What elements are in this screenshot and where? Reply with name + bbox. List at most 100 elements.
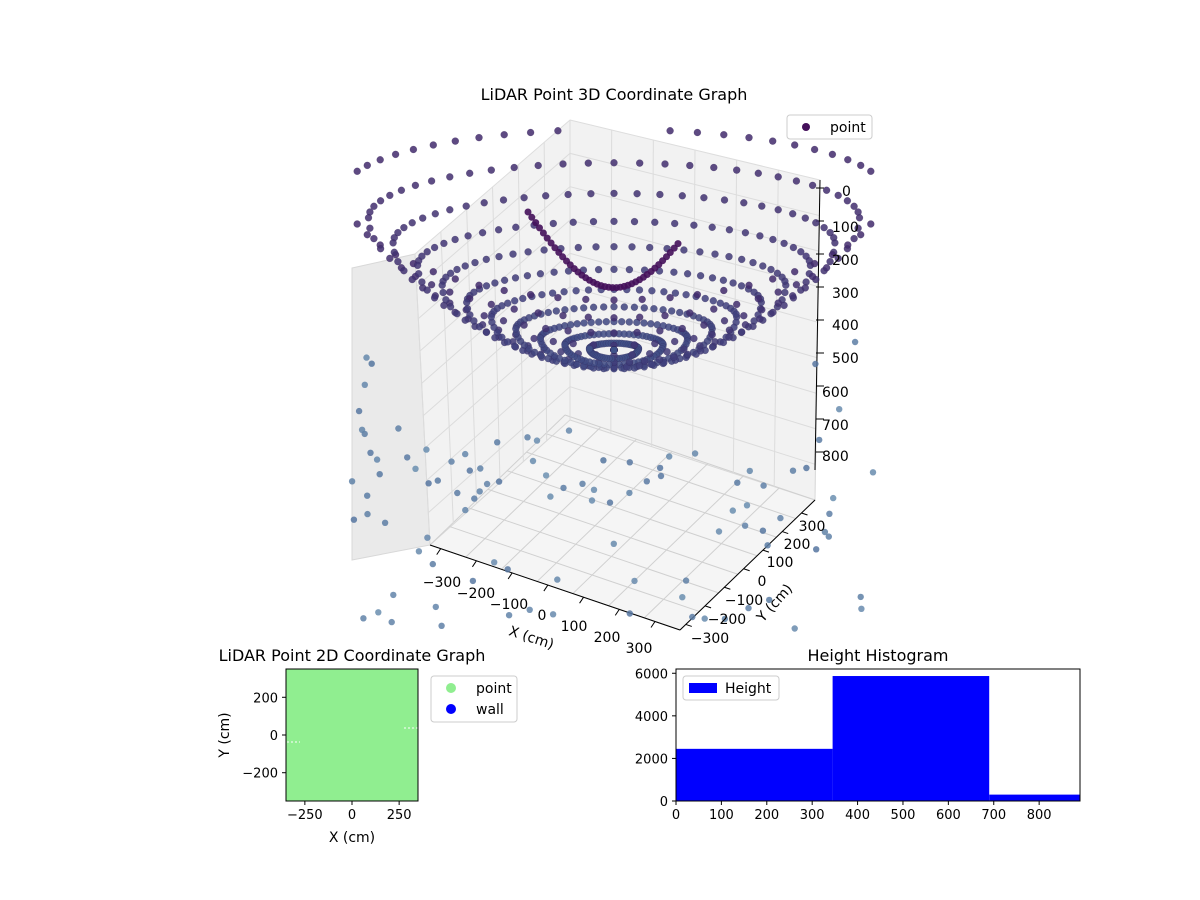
scatter-3d-point (610, 296, 618, 304)
scatter-3d-point (454, 489, 461, 497)
scatter-3d-point (526, 128, 535, 137)
scatter-3d-point (482, 255, 491, 264)
scatter-3d-point (635, 159, 644, 167)
scatter-3d-point (734, 479, 741, 486)
y-tick-3d: −100 (725, 593, 763, 609)
scatter-3d-point (505, 612, 513, 619)
scatter-3d-point (850, 234, 858, 243)
scatter-3d-point (425, 480, 432, 487)
scatter-3d-point (630, 303, 639, 312)
scatter-3d-point (574, 243, 583, 252)
scatter-3d-point (829, 233, 838, 242)
scatter-3d-point (725, 252, 733, 261)
scatter-3d-point (801, 284, 810, 292)
scatter-3d-point (867, 167, 875, 176)
scatter-3d-point (851, 338, 859, 346)
scatter-3d-point (584, 313, 593, 321)
scatter-3d-point (732, 310, 740, 318)
scatter-3d-point (737, 328, 746, 336)
scatter-3d-point (741, 522, 749, 529)
scatter-3d-point (754, 294, 763, 303)
scatter-3d-point (826, 257, 834, 266)
y-tick-label-2d: −200 (242, 767, 278, 782)
grid-3d-line (414, 253, 431, 546)
scatter-3d-point (774, 206, 782, 214)
scatter-3d-point (559, 311, 567, 320)
scatter-3d-point (408, 219, 416, 227)
legend-hist: Height (682, 675, 780, 701)
scatter-3d-point (679, 594, 686, 601)
scatter-3d-point (390, 248, 399, 257)
legend-3d-label: point (830, 120, 866, 136)
z-tick-3d: 800 (822, 449, 849, 465)
scatter-3d-point (740, 199, 748, 207)
scatter-3d-point (820, 223, 828, 232)
x-tick-mark-3d (650, 621, 656, 628)
legend-3d-frame (786, 114, 873, 140)
scatter-3d-point (822, 186, 831, 195)
scatter-3d-point (537, 351, 545, 360)
histogram-bars (676, 676, 1080, 801)
scatter-3d-point (803, 464, 810, 472)
scatter-3d-point (564, 190, 572, 199)
scatter-3d-point (388, 618, 395, 626)
scatter-3d-point (854, 208, 862, 216)
z-axis-3d-line (814, 179, 821, 471)
scatter-3d-point (529, 457, 537, 465)
scatter-3d-point (418, 278, 426, 286)
scatter-3d-point (720, 286, 728, 295)
z-tick-3d: 300 (832, 286, 859, 302)
scatter-3d-point (376, 197, 385, 205)
scatter-3d-point (645, 349, 654, 358)
scatter-3d-point (767, 265, 775, 274)
scatter-3d-point (534, 161, 542, 170)
scatter-3d-point (462, 450, 469, 458)
scatter-3d-point (462, 506, 469, 514)
scatter-3d-point (674, 240, 682, 248)
scatter-3d-point (475, 133, 483, 142)
scatter-3d-point (429, 267, 438, 276)
scatter-3d-point (569, 339, 577, 348)
scatter-3d-point (640, 319, 648, 327)
scatter-3d-point (580, 319, 588, 327)
scatter-3d-point (708, 223, 716, 232)
z-tick-3d: 600 (822, 385, 849, 401)
scatter-3d-point (430, 243, 439, 252)
scatter-3d-point (754, 169, 763, 178)
x-tick-mark-3d (614, 609, 620, 616)
scatter-3d-point (760, 482, 767, 489)
scatter-3d-point (610, 159, 618, 167)
scatter-3d-point (466, 467, 473, 474)
legend-3d-marker (802, 123, 810, 131)
scatter-3d-points (348, 127, 877, 632)
scatter-3d-point (693, 128, 702, 137)
scatter-3d-point (737, 282, 746, 290)
scatter-3d-point (370, 202, 378, 211)
scatter-3d-point (745, 133, 753, 142)
y-tick-label-hist: 4000 (635, 710, 668, 725)
scatter-3d-point (858, 605, 865, 612)
scatter-3d-point (415, 548, 423, 555)
grid-3d-line (416, 152, 820, 287)
grid-3d-line (610, 129, 613, 434)
scatter-3d-point (498, 333, 506, 342)
scatter-3d-point (495, 478, 503, 485)
scatter-3d-point (494, 226, 503, 234)
scatter-3d-point (781, 288, 789, 297)
grid-3d-line (608, 475, 744, 607)
scatter-3d-point (711, 250, 719, 258)
histogram-ticks: 0 100 200 300 400 500 600 700 800 0 2000 4000 6000 (635, 667, 1052, 823)
scatter-3d-point (478, 228, 487, 237)
scatter-3d-point (500, 276, 509, 285)
scatter-3d-point (528, 213, 536, 221)
scatter-3d-point (826, 510, 833, 517)
scatter-3d-point (656, 190, 664, 199)
scatter-3d-point (790, 141, 799, 149)
scatter-3d-point (661, 160, 669, 168)
scatter-3d-point (610, 346, 618, 354)
legend-hist-label: Height (725, 681, 772, 697)
scatter-3d-point (446, 303, 455, 311)
scatter-3d-point (670, 268, 678, 276)
histogram-title: Height Histogram (808, 646, 949, 665)
scatter-3d-point (409, 145, 418, 154)
